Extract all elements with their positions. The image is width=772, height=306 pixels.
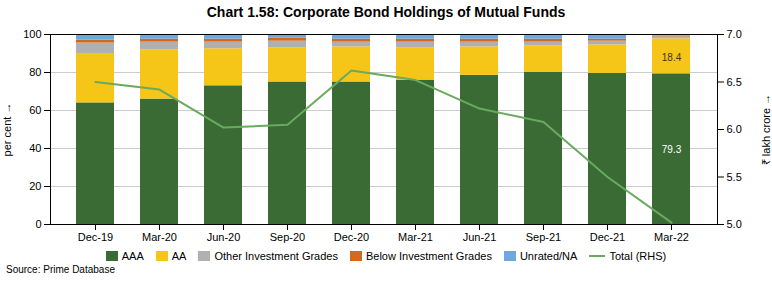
svg-text:Mar-20: Mar-20 [142,231,177,243]
svg-text:18.4: 18.4 [662,52,682,63]
svg-text:₹ lakh crore →: ₹ lakh crore → [760,94,772,165]
svg-text:6.0: 6.0 [727,123,742,135]
svg-text:7.0: 7.0 [727,28,742,40]
svg-text:20: 20 [29,180,41,192]
svg-text:per cent →: per cent → [1,103,13,157]
html-text:Below Investment Grades: Below Investment Grades [366,250,492,262]
svg-text:80: 80 [29,66,41,78]
svg-text:Jun-20: Jun-20 [207,231,241,243]
svg-text:Dec-19: Dec-19 [78,231,113,243]
svg-text:Mar-21: Mar-21 [398,231,433,243]
html-text:Unrated/NA: Unrated/NA [519,250,578,262]
svg-text:40: 40 [29,142,41,154]
html-text:AA: AA [171,250,187,262]
svg-text:60: 60 [29,104,41,116]
svg-text:Dec-20: Dec-20 [334,231,369,243]
svg-text:Mar-22: Mar-22 [654,231,689,243]
svg-text:100: 100 [23,28,41,40]
svg-text:Jun-21: Jun-21 [463,231,497,243]
svg-text:6.5: 6.5 [727,76,742,88]
html-text:Total (RHS): Total (RHS) [609,250,667,262]
svg-text:Sep-20: Sep-20 [270,231,305,243]
html-text:Chart 1.58: Corporate Bond Hol: Chart 1.58: Corporate Bond Holdings of M… [206,4,566,20]
svg-text:79.3: 79.3 [662,144,682,155]
svg-text:0: 0 [35,218,41,230]
html-text:Other Investment Grades: Other Investment Grades [214,250,338,262]
html-text:Source: Prime Database: Source: Prime Database [6,264,115,275]
svg-text:5.0: 5.0 [727,218,742,230]
svg-text:Sep-21: Sep-21 [526,231,561,243]
svg-text:Dec-21: Dec-21 [590,231,625,243]
html-text:AAA: AAA [121,250,144,262]
svg-text:5.5: 5.5 [727,171,742,183]
